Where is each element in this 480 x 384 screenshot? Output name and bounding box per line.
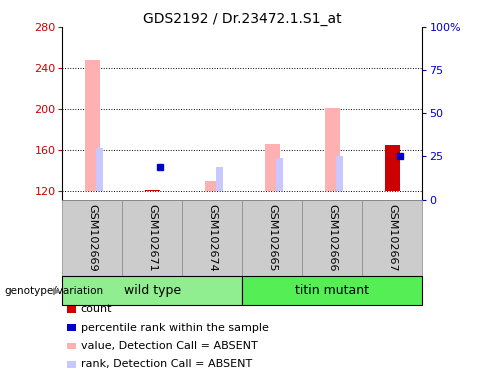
Bar: [216, 167, 223, 192]
Bar: [265, 144, 280, 192]
Text: GSM102674: GSM102674: [207, 204, 217, 272]
Text: percentile rank within the sample: percentile rank within the sample: [81, 323, 268, 333]
Text: GSM102667: GSM102667: [387, 204, 397, 272]
Text: GSM102671: GSM102671: [147, 204, 157, 272]
Text: genotype/variation: genotype/variation: [5, 286, 104, 296]
Text: GSM102669: GSM102669: [87, 204, 97, 272]
Bar: [385, 145, 400, 192]
Bar: [96, 148, 103, 192]
Bar: [325, 108, 340, 192]
Bar: [276, 157, 283, 192]
Bar: [145, 190, 160, 192]
Text: count: count: [81, 304, 112, 314]
Text: GSM102665: GSM102665: [267, 204, 277, 272]
Bar: [336, 157, 343, 192]
Text: titin mutant: titin mutant: [295, 285, 370, 297]
Bar: [145, 190, 160, 192]
Title: GDS2192 / Dr.23472.1.S1_at: GDS2192 / Dr.23472.1.S1_at: [143, 12, 342, 26]
Bar: [205, 181, 220, 192]
Bar: [85, 60, 100, 192]
Text: ▶: ▶: [52, 286, 60, 296]
Text: wild type: wild type: [124, 285, 181, 297]
Text: rank, Detection Call = ABSENT: rank, Detection Call = ABSENT: [81, 359, 252, 369]
Text: value, Detection Call = ABSENT: value, Detection Call = ABSENT: [81, 341, 257, 351]
Text: GSM102666: GSM102666: [327, 204, 337, 272]
